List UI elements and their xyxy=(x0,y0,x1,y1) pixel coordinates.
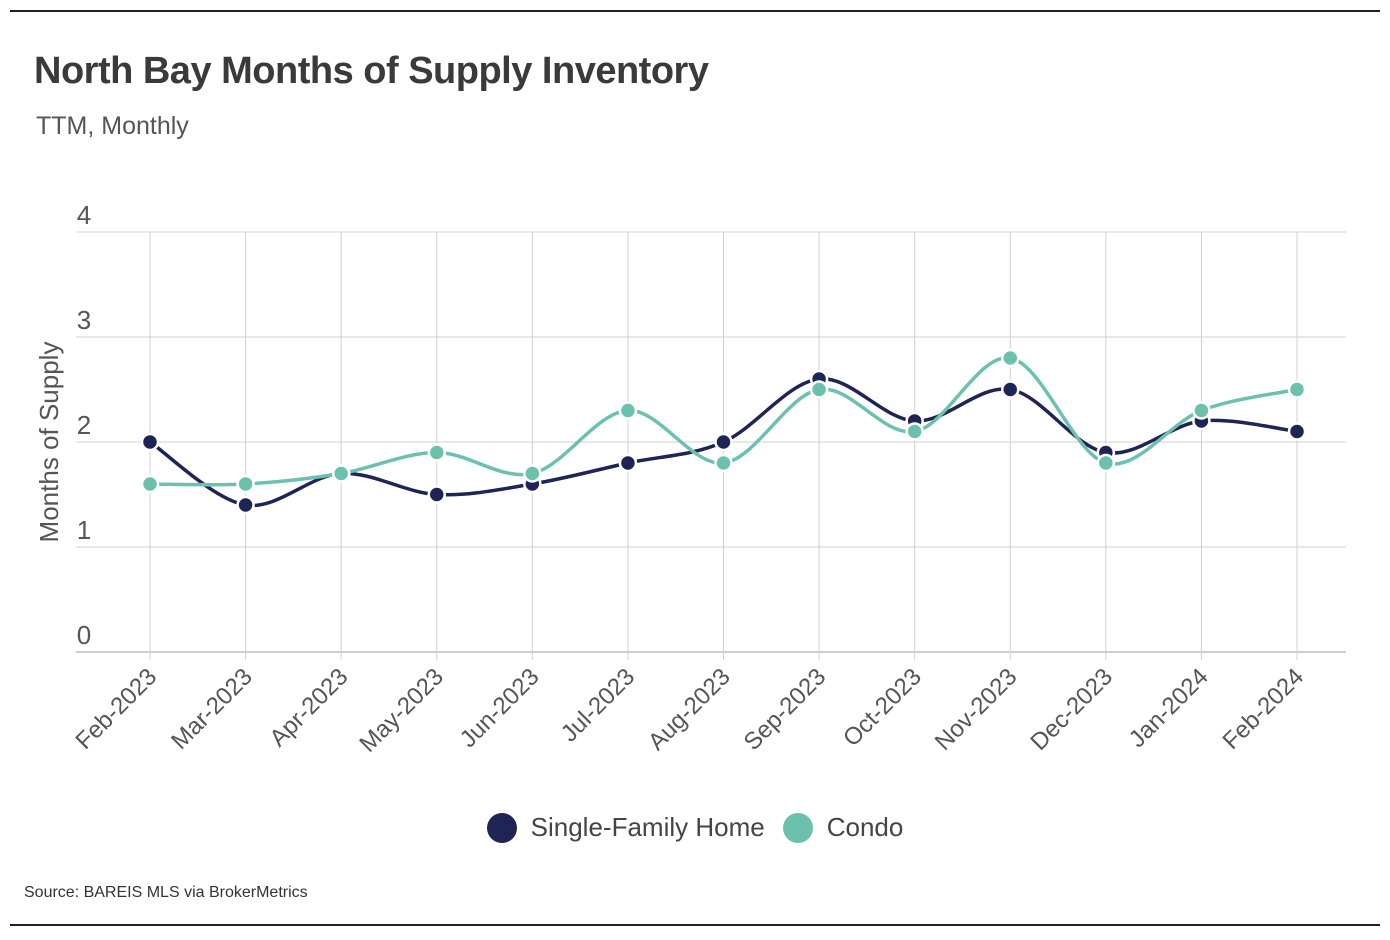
source-note: Source: BAREIS MLS via BrokerMetrics xyxy=(24,884,308,901)
chart-subtitle: TTM, Monthly xyxy=(36,112,189,140)
data-point-1-10 xyxy=(1096,453,1116,473)
data-point-0-3 xyxy=(427,485,446,504)
data-point-0-6 xyxy=(714,432,733,452)
x-tick-label: Jun-2023 xyxy=(455,663,545,753)
data-point-1-2 xyxy=(331,464,351,483)
x-tick-label: Oct-2023 xyxy=(838,663,927,752)
y-tick-label: 2 xyxy=(77,410,91,440)
legend-swatch-condo xyxy=(782,812,813,843)
y-tick-label: 3 xyxy=(77,305,91,335)
data-point-1-0 xyxy=(140,474,160,494)
legend: Single-Family Home Condo xyxy=(0,812,1390,843)
data-point-0-12 xyxy=(1287,422,1307,441)
y-tick-label: 0 xyxy=(77,620,91,650)
top-rule xyxy=(10,10,1380,12)
data-point-1-5 xyxy=(618,401,638,420)
x-tick-label: Sep-2023 xyxy=(739,663,832,756)
x-tick-label: Jan-2024 xyxy=(1124,663,1214,753)
legend-item-condo[interactable]: Condo xyxy=(782,812,904,843)
data-point-1-4 xyxy=(523,464,542,483)
x-tick-label: Dec-2023 xyxy=(1025,663,1118,756)
data-point-0-9 xyxy=(1001,380,1020,399)
x-tick-label: Feb-2024 xyxy=(1217,663,1309,755)
x-tick-label: Feb-2023 xyxy=(70,663,162,755)
bottom-rule xyxy=(10,924,1380,926)
data-point-1-1 xyxy=(236,474,255,494)
data-point-1-3 xyxy=(427,443,446,462)
legend-item-single-family[interactable]: Single-Family Home xyxy=(486,812,765,843)
x-tick-label: May-2023 xyxy=(354,663,449,758)
data-point-0-1 xyxy=(236,495,255,515)
legend-label-single-family: Single-Family Home xyxy=(530,812,765,842)
y-tick-label: 1 xyxy=(77,515,91,545)
x-tick-label: Apr-2023 xyxy=(265,663,354,752)
data-point-1-6 xyxy=(714,453,733,473)
data-point-0-5 xyxy=(618,453,638,473)
x-tick-label: Jul-2023 xyxy=(556,663,640,747)
legend-label-condo: Condo xyxy=(826,812,904,842)
y-tick-label: 4 xyxy=(77,200,91,230)
data-point-1-11 xyxy=(1192,401,1211,420)
data-point-0-0 xyxy=(140,432,160,452)
data-point-1-7 xyxy=(809,380,829,399)
x-tick-label: Aug-2023 xyxy=(643,663,736,756)
data-point-1-9 xyxy=(1001,348,1020,368)
chart-title: North Bay Months of Supply Inventory xyxy=(34,50,709,92)
data-point-1-8 xyxy=(905,422,924,441)
y-axis-label: Months of Supply xyxy=(34,342,64,543)
x-tick-label: Mar-2023 xyxy=(166,663,258,755)
data-point-1-12 xyxy=(1287,380,1307,399)
x-tick-label: Nov-2023 xyxy=(930,663,1023,756)
legend-swatch-single-family xyxy=(486,812,517,843)
